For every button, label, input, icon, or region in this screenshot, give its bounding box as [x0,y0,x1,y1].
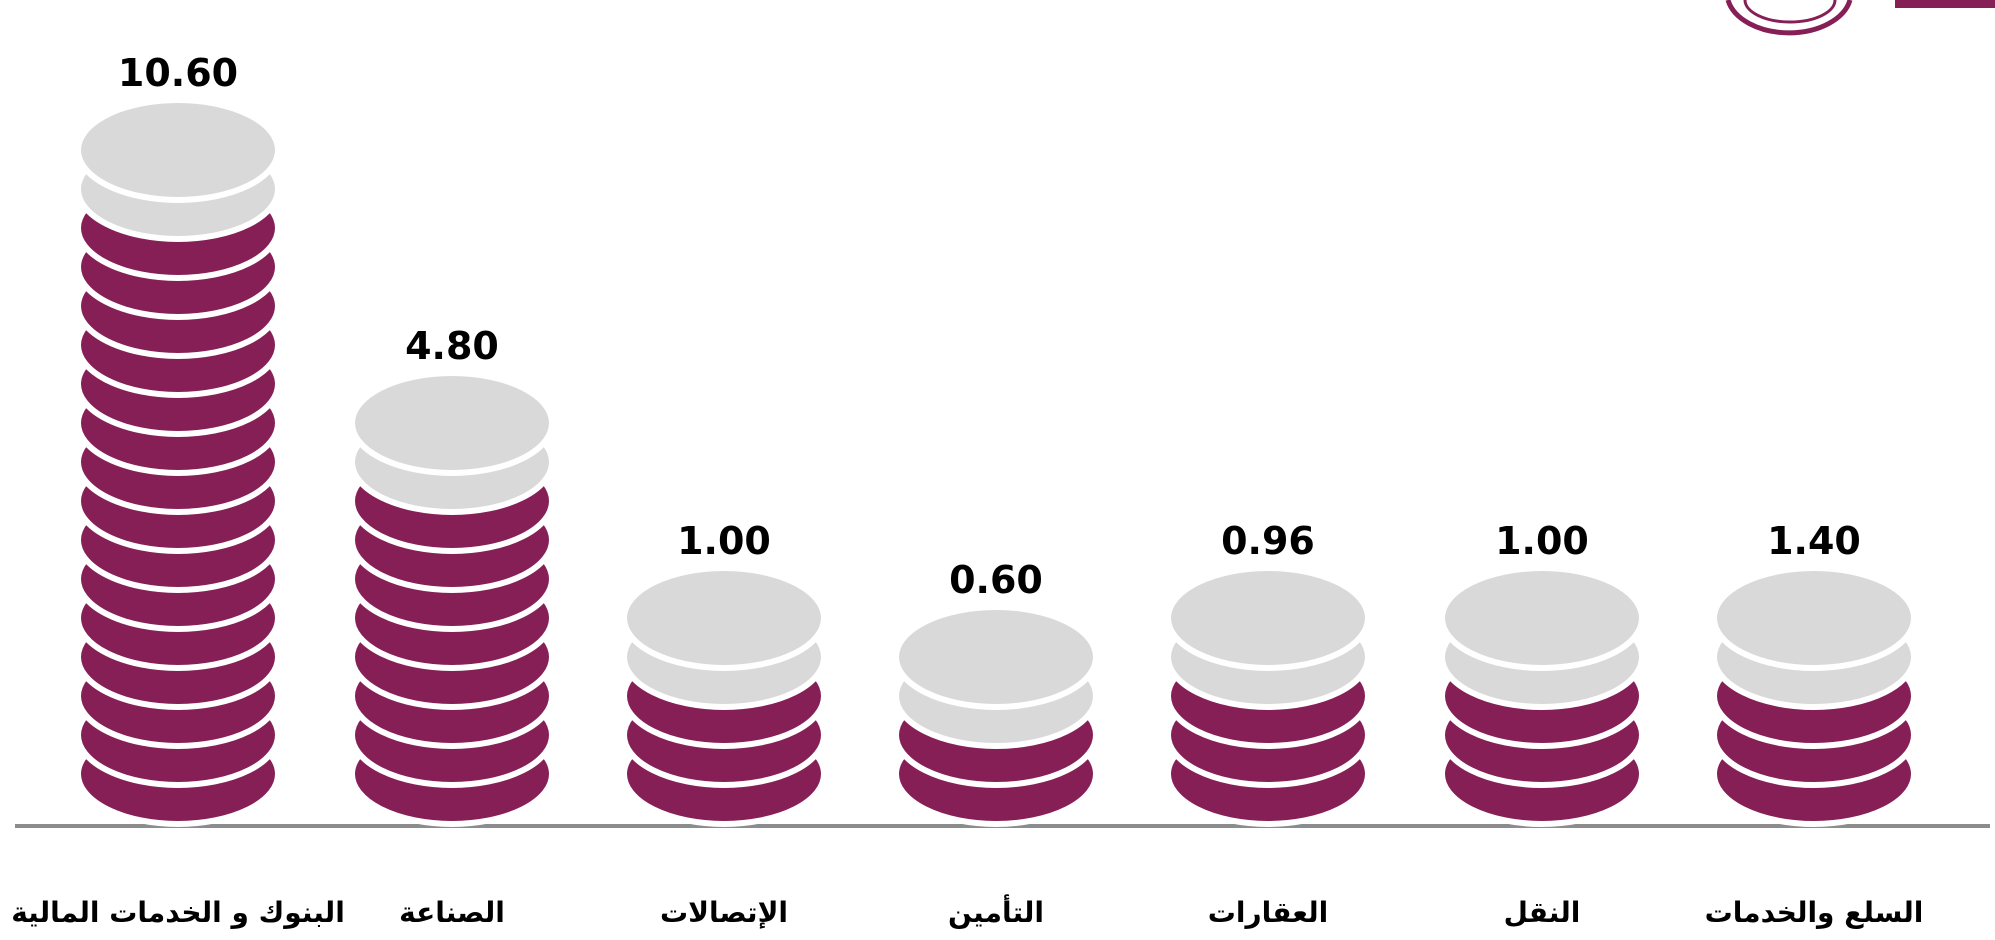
coin [1439,565,1645,671]
value-label: 0.60 [949,558,1043,602]
coin [621,565,827,671]
coin-stack [1439,565,1645,827]
category-label: التأمين [948,894,1044,929]
value-label: 4.80 [405,324,499,368]
category-label: السلع والخدمات [1705,896,1924,929]
coin-stack [75,97,281,827]
category-label: البنوك و الخدمات المالية [11,896,345,929]
coin [349,370,555,476]
category-label: الإتصالات [660,896,788,929]
coin-stack [893,604,1099,827]
coin-stack [1711,565,1917,827]
value-label: 0.96 [1221,519,1315,563]
category-label: النقل [1504,896,1581,929]
value-label: 1.40 [1767,519,1861,563]
value-label: 1.00 [677,519,771,563]
category-label: الصناعة [399,896,505,929]
coin [1711,565,1917,671]
value-label: 10.60 [118,51,238,95]
coin-stack [1165,565,1371,827]
coin [1165,565,1371,671]
value-label: 1.00 [1495,519,1589,563]
coin-stack [349,370,555,827]
category-label: العقارات [1208,896,1328,929]
coin [893,604,1099,710]
logo [1725,0,1995,36]
coin [75,97,281,203]
coin-stack [621,565,827,827]
